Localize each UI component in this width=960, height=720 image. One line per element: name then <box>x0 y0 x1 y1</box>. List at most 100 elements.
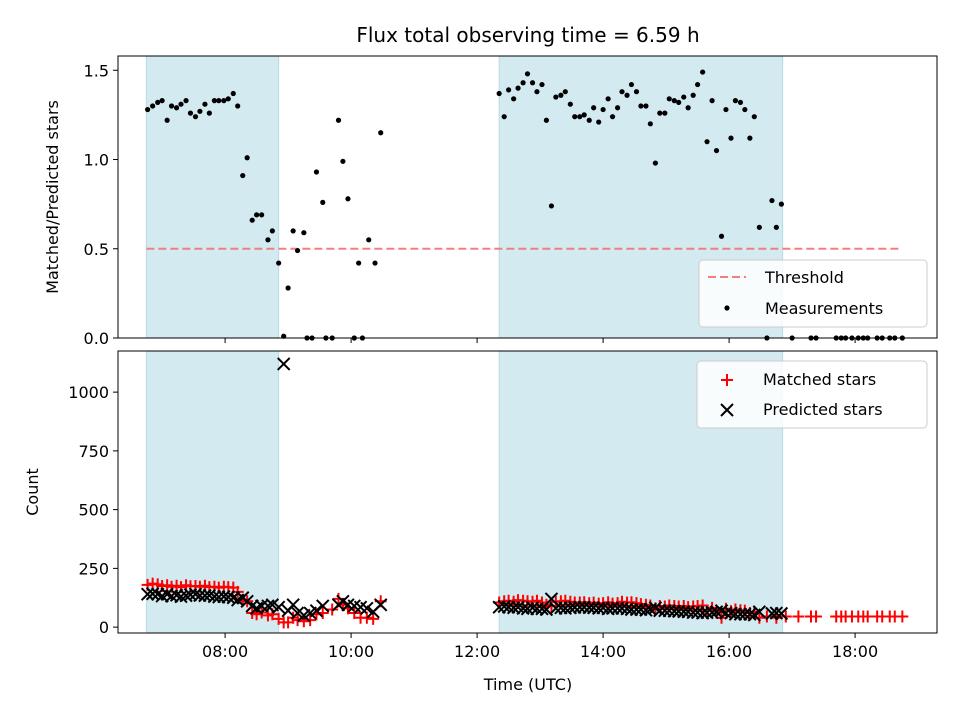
measurements-point-64 <box>572 114 578 120</box>
measurements-point-50 <box>506 87 512 93</box>
measurements-point-35 <box>313 169 320 175</box>
x-tick-label-4: 16:00 <box>706 642 752 661</box>
legend-measurements-swatch <box>724 305 730 311</box>
x-tick-label-5: 18:00 <box>832 642 878 661</box>
predicted-stars-point-0 <box>140 587 155 601</box>
measurements-point-32 <box>301 230 307 236</box>
measurements-point-91 <box>700 69 706 75</box>
measurements-point-58 <box>543 117 550 123</box>
predicted-stars-point-68 <box>605 601 620 616</box>
measurements-point-36 <box>320 199 326 205</box>
matched-stars-point-100 <box>753 611 766 624</box>
ratio-y-axis-label: Matched/Predicted stars <box>43 100 62 294</box>
measurements-point-5 <box>168 103 175 109</box>
count-y-tick-label-4: 1000 <box>68 383 109 402</box>
measurements-point-14 <box>211 98 217 104</box>
measurements-point-19 <box>235 103 241 109</box>
measurements-point-27 <box>276 260 282 266</box>
measurements-point-20 <box>240 172 246 179</box>
count-y-tick-label-1: 250 <box>78 559 109 578</box>
measurements-point-87 <box>681 94 687 100</box>
measurements-point-94 <box>713 147 720 154</box>
measurements-point-96 <box>723 106 729 113</box>
measurements-point-24 <box>259 212 265 218</box>
measurements-point-70 <box>600 106 606 113</box>
predicted-stars-point-24 <box>254 599 269 613</box>
predicted-stars-point-78 <box>653 603 667 618</box>
measurements-point-63 <box>567 101 573 107</box>
measurements-point-103 <box>756 224 762 230</box>
measurements-point-7 <box>178 101 184 107</box>
predicted-stars-point-57 <box>554 601 568 615</box>
measurements-point-68 <box>591 105 597 111</box>
count-y-axis-label: Count <box>23 468 42 516</box>
measurements-point-4 <box>164 117 170 123</box>
predicted-stars-point-11 <box>193 588 207 603</box>
measurements-point-105 <box>769 197 775 204</box>
measurements-point-79 <box>643 103 649 109</box>
measurements-point-101 <box>747 135 753 141</box>
predicted-stars-point-43 <box>374 598 388 612</box>
measurements-point-18 <box>230 90 236 97</box>
measurements-point-98 <box>732 98 739 104</box>
matched-stars-point-42 <box>360 611 373 624</box>
measurements-point-48 <box>496 90 502 97</box>
predicted-stars-point-41 <box>360 601 374 616</box>
predicted-stars-point-102 <box>774 606 789 621</box>
x-tick-label-1: 10:00 <box>328 642 374 661</box>
measurements-point-69 <box>596 119 602 125</box>
measurements-point-106 <box>773 224 779 230</box>
predicted-stars-point-30 <box>286 598 300 612</box>
ratio-legend: Threshold Measurements <box>698 259 928 328</box>
measurements-point-15 <box>216 98 222 104</box>
legend-matched-label: Matched stars <box>763 370 876 389</box>
ratio-y-tick-label-2: 1.0 <box>84 151 109 170</box>
measurements-point-67 <box>586 117 592 123</box>
measurements-point-73 <box>614 105 621 111</box>
measurements-point-90 <box>695 81 701 88</box>
measurements-point-10 <box>192 114 199 120</box>
measurements-point-39 <box>335 117 342 123</box>
legend-predicted-label: Predicted stars <box>763 400 883 419</box>
legend-matched-swatch <box>721 374 733 386</box>
measurements-point-81 <box>652 160 658 166</box>
measurements-point-1 <box>150 103 156 109</box>
predicted-stars-point-34 <box>309 603 324 618</box>
measurements-point-51 <box>511 96 517 102</box>
predicted-stars-point-64 <box>586 601 601 615</box>
matched-stars-point-40 <box>348 607 361 620</box>
measurements-point-95 <box>718 233 725 239</box>
measurements-point-46 <box>372 260 378 266</box>
measurements-point-83 <box>662 110 668 116</box>
measurements-point-85 <box>671 98 677 104</box>
count-y-tick-label-2: 500 <box>78 501 109 520</box>
measurements-point-86 <box>676 99 682 106</box>
predicted-stars-point-14 <box>207 589 222 604</box>
measurements-point-9 <box>187 110 194 116</box>
measurements-point-102 <box>751 114 757 120</box>
count-panel: Count 0 250 500 750 1000 08:00 10:00 12:00 14:00… <box>23 350 938 661</box>
measurements-point-22 <box>249 217 255 223</box>
predicted-stars-point-94 <box>728 607 743 621</box>
measurements-point-84 <box>666 96 672 102</box>
predicted-stars-point-56 <box>549 601 563 616</box>
count-plot-frame <box>117 350 938 634</box>
measurements-point-30 <box>290 228 296 234</box>
matched-stars-point-36 <box>326 603 339 616</box>
measurements-point-59 <box>548 203 555 209</box>
measurements-point-52 <box>515 85 521 91</box>
measurements-point-89 <box>690 92 696 98</box>
measurements-point-61 <box>558 92 564 98</box>
matched-stars-point-106 <box>810 610 823 623</box>
measurements-point-16 <box>221 98 227 104</box>
predicted-stars-point-35 <box>316 599 330 613</box>
measurements-point-65 <box>577 114 583 120</box>
measurements-point-74 <box>619 89 625 95</box>
ratio-legend-box <box>698 259 928 328</box>
measurements-point-97 <box>728 135 734 141</box>
measurements-point-23 <box>254 212 260 218</box>
measurements-point-57 <box>539 81 545 88</box>
measurements-point-60 <box>553 94 559 100</box>
measurements-point-66 <box>581 112 587 118</box>
